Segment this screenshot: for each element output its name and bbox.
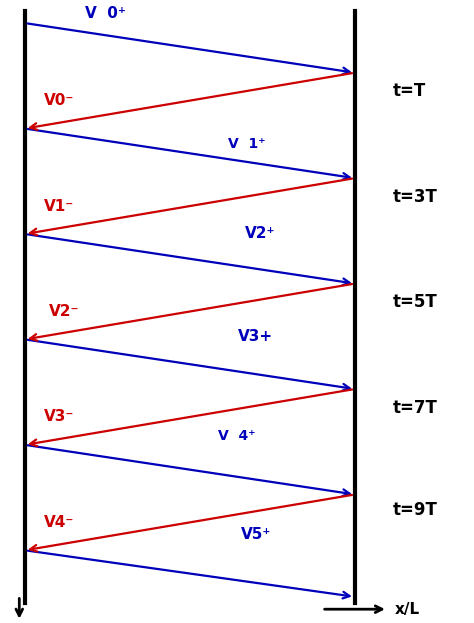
Text: V5⁺: V5⁺: [241, 527, 271, 542]
Text: V  4⁺: V 4⁺: [218, 429, 256, 442]
Text: V3+: V3+: [238, 329, 273, 344]
Text: V1⁻: V1⁻: [44, 199, 74, 214]
Text: V2⁻: V2⁻: [48, 304, 79, 319]
Text: V4⁻: V4⁻: [44, 515, 74, 530]
Text: V  0⁺: V 0⁺: [85, 6, 126, 21]
Text: V2⁺: V2⁺: [246, 227, 276, 242]
Text: V3⁻: V3⁻: [44, 409, 74, 424]
Text: x/L: x/L: [395, 602, 420, 617]
Text: t=3T: t=3T: [392, 188, 438, 206]
Text: V  1⁺: V 1⁺: [228, 137, 265, 151]
Text: t=5T: t=5T: [392, 293, 437, 312]
Text: V0⁻: V0⁻: [44, 93, 74, 108]
Text: t=9T: t=9T: [392, 501, 438, 519]
Text: t=7T: t=7T: [392, 399, 438, 417]
Text: t=T: t=T: [392, 82, 426, 100]
